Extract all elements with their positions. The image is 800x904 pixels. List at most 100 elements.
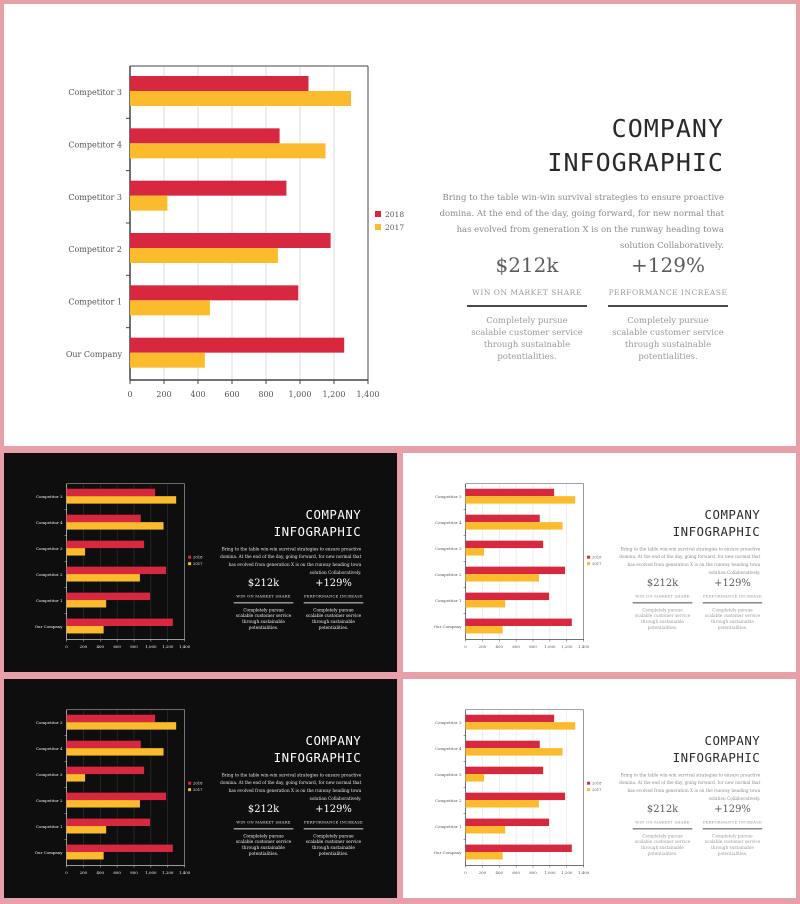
legend-swatch-2018	[375, 211, 381, 217]
legend-swatch-2018	[188, 781, 192, 785]
y-tick-label: Competitor 3	[435, 772, 462, 777]
x-tick-label: 1,000	[145, 644, 157, 649]
bar-2018	[66, 714, 156, 723]
y-tick-label: Our Company	[434, 624, 463, 629]
stat-label: WIN ON MARKET SHARE	[233, 818, 294, 830]
slide-main[interactable]: 0 200 400 600 800 1,000 1,200 1,400 Competitor 3…	[4, 4, 796, 446]
x-tick-label: 800	[130, 870, 138, 875]
stat-text: Completely pursue scalable customer serv…	[471, 316, 583, 362]
stat-text: Completely pursue scalable customer serv…	[634, 833, 691, 857]
bar-2018	[465, 766, 544, 775]
bar-2018	[66, 844, 173, 853]
bar-2018	[66, 566, 167, 575]
title-line-1: COMPANY	[611, 114, 724, 143]
slide-thumb-3[interactable]: 0 200 400 600 800 1,000 1,200 1,400 Competitor 3…	[4, 679, 397, 898]
x-tick-label: 600	[113, 644, 121, 649]
bar-2017	[465, 748, 563, 756]
stat-value: +129%	[714, 576, 751, 589]
y-tick-label: Competitor 3	[435, 720, 462, 725]
legend-label-2018: 2018	[592, 556, 602, 560]
title-line-2: INFOGRAPHIC	[547, 148, 724, 177]
stat-market-share: $212k WIN ON MARKET SHARE Completely pur…	[233, 575, 294, 631]
y-tick-label: Competitor 2	[435, 572, 462, 577]
y-tick-label: Competitor 3	[36, 546, 63, 551]
bar-2017	[465, 722, 576, 730]
bar-2017	[465, 852, 503, 860]
stat-text: Completely pursue scalable customer serv…	[305, 833, 362, 857]
x-tick-label: 1,400	[578, 644, 590, 649]
y-tick-label: Our Company	[35, 624, 64, 629]
bar-2018	[66, 618, 173, 627]
bar-2018	[130, 233, 331, 248]
x-tick-label: 0	[464, 870, 467, 875]
bar-2018	[465, 514, 540, 523]
stat-label: WIN ON MARKET SHARE	[467, 285, 587, 307]
page-title: COMPANY INFOGRAPHIC	[212, 733, 361, 767]
description: Bring to the table win-win survival stra…	[619, 772, 761, 802]
slide-content: 0 200 400 600 800 1,000 1,200 1,400 Competitor 3…	[403, 453, 796, 672]
bar-chart: 0 200 400 600 800 1,000 1,200 1,400 Competitor 3…	[35, 709, 203, 875]
y-tick-label: Competitor 2	[68, 245, 122, 254]
stat-label: PERFORMANCE INCREASE	[702, 818, 763, 830]
stat-value: $212k	[646, 576, 679, 589]
slide-content: 0 200 400 600 800 1,000 1,200 1,400 Competitor 3…	[4, 4, 796, 446]
y-tick-label: Competitor 4	[36, 520, 63, 525]
bar-2017	[66, 774, 86, 782]
y-tick-label: Competitor 1	[68, 298, 122, 307]
bar-2018	[66, 818, 151, 827]
legend-label-2017: 2017	[385, 223, 404, 232]
bar-2018	[130, 337, 345, 353]
bar-2018	[66, 792, 167, 801]
legend-swatch-2017	[587, 562, 591, 566]
bar-2017	[465, 548, 485, 556]
x-tick-label: 600	[512, 870, 520, 875]
x-tick-label: 800	[258, 390, 273, 399]
y-tick-label: Competitor 1	[36, 598, 63, 603]
x-tick-label: 800	[130, 644, 138, 649]
stat-market-share: $212k WIN ON MARKET SHARE Completely pur…	[233, 801, 294, 857]
stat-market-share: $212k WIN ON MARKET SHARE Completely pur…	[467, 250, 587, 363]
x-tick-label: 400	[96, 644, 104, 649]
legend-label-2018: 2018	[592, 782, 602, 786]
y-tick-label: Competitor 4	[36, 746, 63, 751]
y-tick-label: Competitor 3	[36, 494, 63, 499]
legend-swatch-2018	[587, 781, 591, 785]
bar-2018	[465, 592, 550, 601]
bar-2018	[130, 180, 287, 196]
bar-2018	[66, 766, 145, 775]
bar-2018	[465, 844, 572, 853]
bar-2018	[130, 76, 309, 91]
page-title: COMPANY INFOGRAPHIC	[212, 507, 361, 541]
x-tick-label: 1,200	[561, 644, 573, 649]
legend-swatch-2018	[188, 555, 192, 559]
stat-performance: +129% PERFORMANCE INCREASE Completely pu…	[303, 575, 364, 631]
slide-thumb-2[interactable]: 0 200 400 600 800 1,000 1,200 1,400 Competitor 3…	[403, 453, 796, 672]
bar-2018	[465, 566, 566, 575]
x-tick-label: 200	[80, 644, 88, 649]
x-tick-label: 0	[65, 870, 68, 875]
stat-value: +129%	[315, 576, 352, 589]
bar-chart: 0 200 400 600 800 1,000 1,200 1,400 Competitor 3…	[434, 483, 602, 649]
x-tick-label: 400	[190, 390, 205, 399]
bar-2017	[66, 522, 164, 530]
y-tick-label: Competitor 2	[36, 798, 63, 803]
bar-2017	[66, 826, 107, 834]
stat-value: +129%	[631, 253, 705, 277]
bar-2018	[465, 540, 544, 549]
description: Bring to the table win-win survival stra…	[220, 772, 362, 802]
x-tick-label: 1,200	[323, 390, 346, 399]
stat-text: Completely pursue scalable customer serv…	[704, 607, 761, 631]
slide-thumb-4[interactable]: 0 200 400 600 800 1,000 1,200 1,400 Competitor 3…	[403, 679, 796, 898]
bar-2017	[465, 600, 506, 608]
x-tick-label: 600	[224, 390, 239, 399]
slide-content: 0 200 400 600 800 1,000 1,200 1,400 Competitor 3…	[4, 453, 397, 672]
x-tick-label: 800	[529, 644, 537, 649]
bar-2017	[66, 574, 140, 582]
slide-thumb-1[interactable]: 0 200 400 600 800 1,000 1,200 1,400 Competitor 3…	[4, 453, 397, 672]
y-tick-label: Competitor 3	[36, 772, 63, 777]
title-line-1: COMPANY	[305, 507, 362, 522]
y-tick-label: Our Company	[66, 350, 123, 359]
legend-label-2018: 2018	[193, 782, 203, 786]
title-line-1: COMPANY	[305, 733, 362, 748]
legend-swatch-2018	[587, 555, 591, 559]
